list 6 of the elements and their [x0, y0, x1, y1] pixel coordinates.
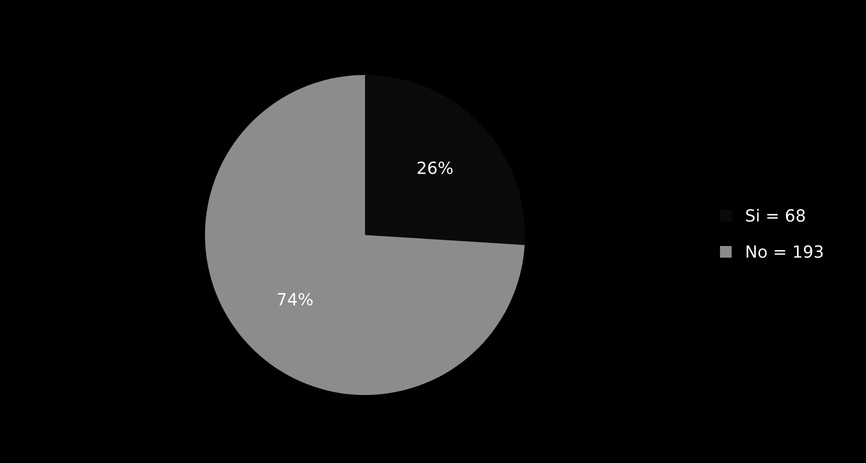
pie-slice	[365, 75, 525, 246]
data-label: 74%	[278, 292, 313, 306]
legend-label: No = 193	[746, 245, 823, 258]
pie-slice	[205, 75, 525, 395]
data-label: 26%	[418, 162, 453, 174]
legend-label: Si = 68	[746, 208, 805, 222]
